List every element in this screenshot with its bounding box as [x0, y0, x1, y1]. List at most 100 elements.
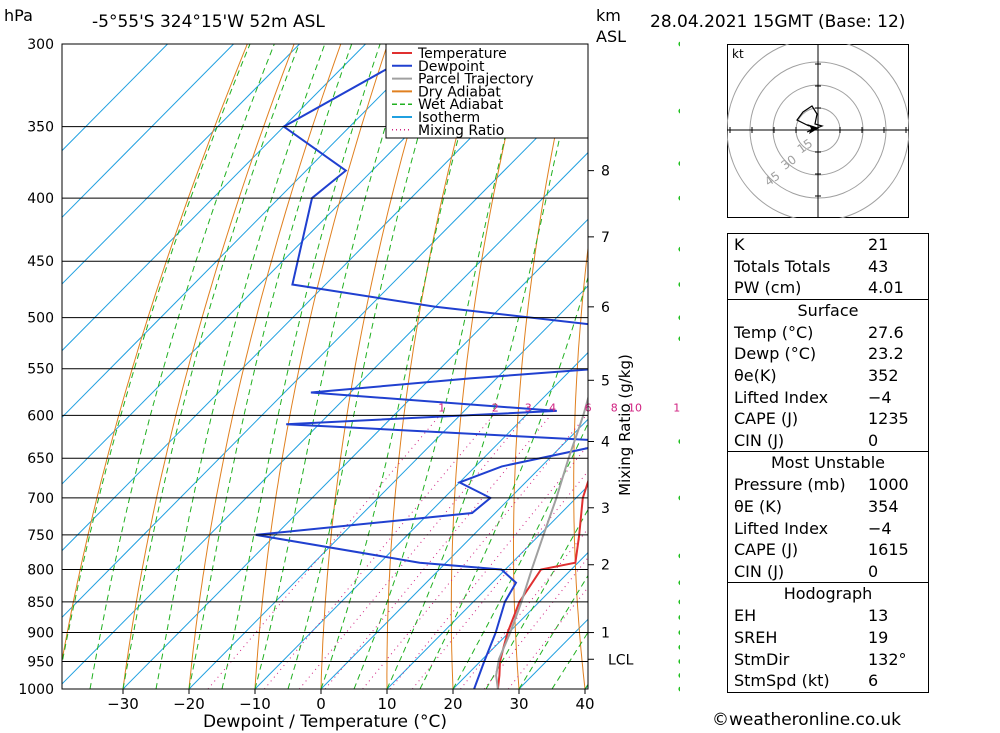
isotherm-line	[62, 44, 432, 418]
index-value: 19	[868, 627, 889, 647]
surface-row: CIN (J) 0	[728, 430, 928, 452]
mixing-ratio-line	[298, 415, 527, 689]
pressure-label: 750	[27, 528, 54, 544]
location-title: -5°55'S 324°15'W 52m ASL	[92, 12, 325, 32]
surface-row: Temp (°C) 27.6	[728, 322, 928, 344]
general-row: K 21	[728, 234, 928, 256]
isotherm-line	[188, 285, 588, 689]
isotherm-line	[62, 44, 366, 352]
x-tick-label: 20	[443, 695, 462, 713]
mixing-ratio-line	[263, 415, 494, 689]
legend-label: Dry Adiabat	[418, 84, 501, 100]
copyright: ©weatheronline.co.uk	[712, 710, 902, 730]
height-tick-label: 3	[601, 501, 610, 517]
isotherm-line	[62, 44, 300, 285]
barb-dot	[678, 282, 680, 287]
dry-adiabat-line	[450, 44, 529, 689]
isotherm-line	[62, 85, 588, 618]
index-value: 0	[868, 430, 879, 450]
wet-adiabat-line	[353, 44, 529, 689]
mixing-ratio-line	[507, 586, 588, 689]
barb-dot	[678, 108, 680, 114]
hodograph-unit: kt	[732, 47, 744, 61]
wet-adiabat-line	[452, 422, 588, 689]
isotherm-line	[122, 218, 588, 689]
mixing-ratio-label: 2	[492, 401, 499, 414]
index-value: 23.2	[868, 344, 904, 364]
index-value: 21	[868, 235, 889, 254]
index-value: 1000	[868, 475, 909, 495]
index-label: SREH	[734, 627, 778, 647]
series-dewpoint	[255, 44, 588, 689]
barb-dot	[678, 599, 680, 605]
most-unstable-row: Lifted Index −4	[728, 518, 928, 540]
pressure-unit-label: hPa	[4, 6, 33, 25]
barb-dot	[678, 495, 680, 501]
x-tick-label: 10	[377, 695, 396, 713]
dry-adiabat-line	[573, 244, 588, 689]
isotherm-line	[254, 351, 588, 689]
barb-dot	[678, 580, 680, 586]
dry-adiabat-line	[632, 44, 668, 689]
height-tick-label: 7	[601, 230, 610, 246]
pressure-label: 650	[27, 451, 54, 467]
barb-dot	[678, 659, 680, 664]
legend-label: Temperature	[417, 46, 507, 62]
mixing-ratio-label: 10	[628, 401, 642, 414]
wet-adiabat-line	[62, 44, 251, 666]
index-label: K	[734, 235, 745, 254]
legend-label: Wet Adiabat	[418, 97, 504, 113]
pressure-label: 1000	[18, 682, 54, 698]
index-value: 1235	[868, 409, 909, 429]
isotherm-line	[62, 44, 234, 218]
hodograph-trace	[796, 105, 824, 133]
wind-barbs	[678, 41, 680, 692]
x-tick-label: 0	[316, 695, 326, 713]
legend-label: Mixing Ratio	[418, 123, 504, 139]
index-value: 354	[868, 496, 899, 516]
x-tick-label: −30	[107, 695, 139, 713]
index-label: CIN (J)	[734, 561, 785, 581]
hodograph-row: StmDir 132°	[728, 649, 928, 671]
surface-row: θe(K) 352	[728, 365, 928, 387]
legend-box	[385, 43, 589, 139]
isotherm-line	[62, 44, 564, 552]
index-value: 132°	[868, 649, 907, 669]
x-tick-label: −10	[239, 695, 271, 713]
legend-label: Parcel Trajectory	[418, 72, 534, 88]
wet-adiabat-line	[122, 44, 300, 689]
barb-dot	[678, 644, 680, 650]
surface-row: CAPE (J) 1235	[728, 408, 928, 430]
mixing-ratio-line	[324, 415, 551, 689]
wet-adiabat-line	[419, 275, 588, 689]
barb-dot	[678, 630, 680, 635]
height-unit-km: km	[596, 6, 621, 25]
dry-adiabat-line	[513, 44, 576, 689]
wet-adiabat-line	[287, 44, 446, 689]
mixing-ratio-label: 8	[611, 401, 618, 414]
mixing-ratio-label: 3	[525, 401, 532, 414]
height-tick-label: 8	[601, 164, 610, 180]
index-label: θe(K)	[734, 365, 777, 385]
isotherm-line	[320, 418, 588, 689]
pressure-label: 550	[27, 362, 54, 378]
x-tick-label: 30	[509, 695, 528, 713]
mixing-ratio-label: 16	[673, 401, 680, 414]
height-unit-asl: ASL	[596, 27, 627, 46]
most-unstable-title: Most Unstable	[771, 453, 885, 473]
barb-dot	[678, 686, 680, 692]
height-tick-label: 5	[601, 373, 610, 389]
pressure-label: 900	[27, 626, 54, 642]
x-axis-label: Dewpoint / Temperature (°C)	[203, 712, 447, 732]
isotherm-line	[62, 151, 588, 685]
most-unstable-row: CAPE (J) 1615	[728, 539, 928, 561]
barb-dot	[678, 439, 680, 444]
most-unstable-row: CIN (J) 0	[728, 561, 928, 583]
mixing-ratio-label: 4	[549, 401, 556, 414]
pressure-label: 600	[27, 408, 54, 424]
index-label: PW (cm)	[734, 278, 802, 298]
index-value: 0	[868, 561, 879, 581]
pressure-label: 500	[27, 311, 54, 327]
wet-adiabat-line	[386, 44, 583, 689]
